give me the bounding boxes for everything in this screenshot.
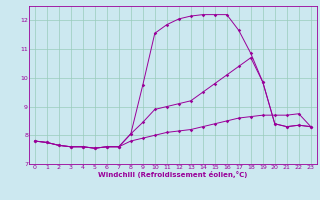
X-axis label: Windchill (Refroidissement éolien,°C): Windchill (Refroidissement éolien,°C) [98, 171, 247, 178]
